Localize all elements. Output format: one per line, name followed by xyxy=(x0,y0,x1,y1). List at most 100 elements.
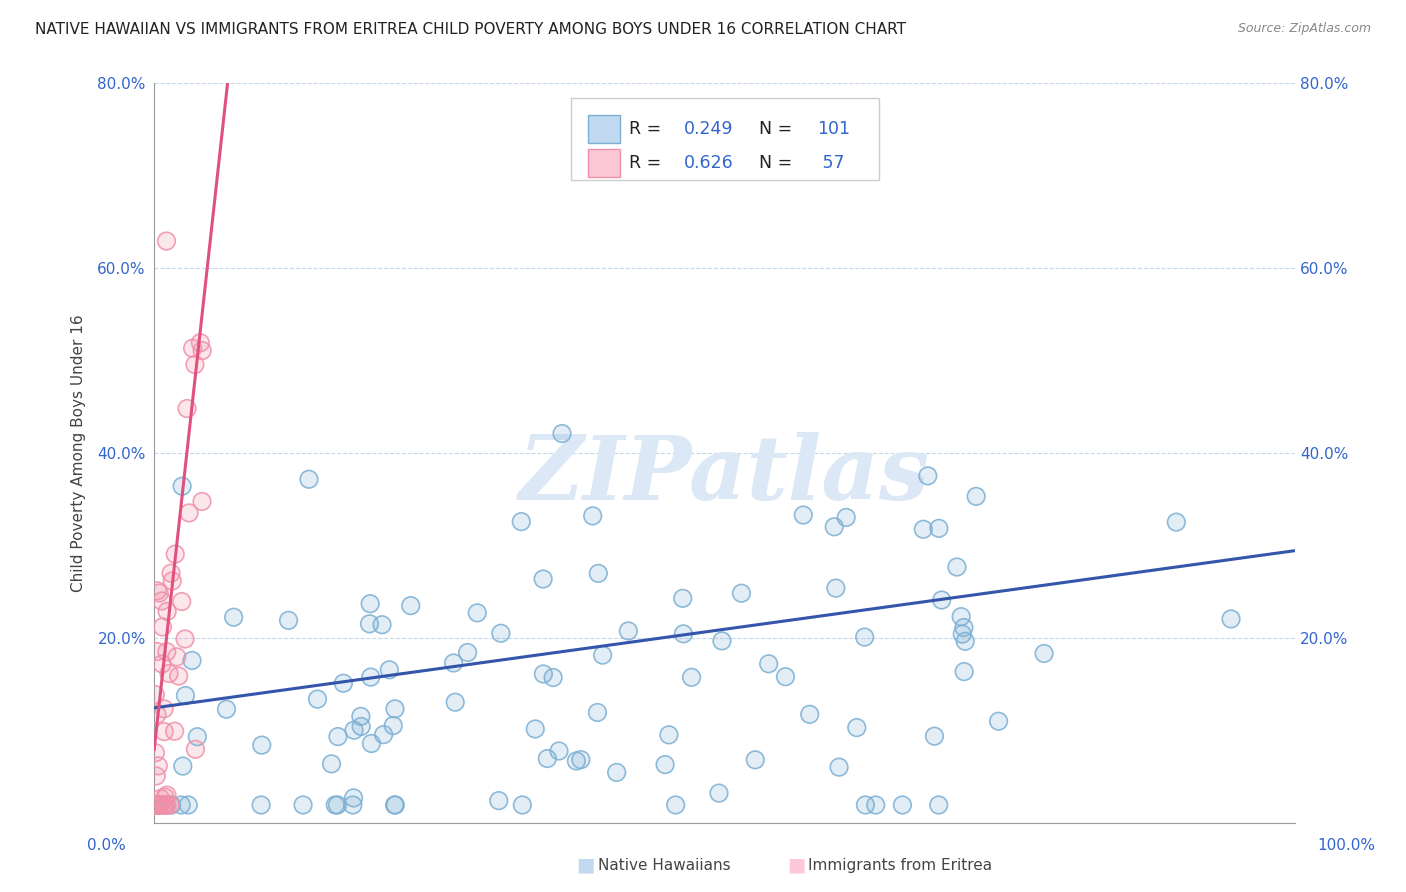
Point xyxy=(987,714,1010,729)
Point xyxy=(953,665,976,679)
Point xyxy=(307,692,329,706)
Point xyxy=(156,788,179,802)
Point xyxy=(342,797,364,812)
Point xyxy=(150,657,173,671)
Point xyxy=(792,508,814,522)
Point xyxy=(152,797,174,812)
Point xyxy=(665,797,688,812)
Point xyxy=(551,426,574,441)
Point xyxy=(188,335,211,350)
Point xyxy=(149,791,172,805)
Point xyxy=(551,426,574,441)
Point xyxy=(512,797,534,812)
Point xyxy=(146,707,169,722)
Point xyxy=(156,797,179,812)
Point xyxy=(321,756,343,771)
Point xyxy=(865,797,887,812)
Point xyxy=(457,645,479,659)
Point xyxy=(166,649,188,664)
Point xyxy=(170,594,193,608)
Point xyxy=(191,343,214,358)
Point xyxy=(160,797,183,812)
Point xyxy=(730,586,752,600)
Point xyxy=(159,797,181,812)
Point xyxy=(672,591,695,606)
Point xyxy=(928,521,950,535)
Text: R =: R = xyxy=(628,153,666,171)
Point xyxy=(855,797,877,812)
Point xyxy=(399,599,422,613)
Point xyxy=(828,760,851,774)
Point xyxy=(524,722,547,736)
Point xyxy=(298,472,321,486)
Point xyxy=(953,634,976,648)
Point xyxy=(156,797,179,812)
Point xyxy=(160,566,183,581)
Point xyxy=(153,790,176,805)
Point xyxy=(1220,612,1243,626)
Point xyxy=(146,707,169,722)
Point xyxy=(172,759,194,773)
FancyBboxPatch shape xyxy=(588,115,620,144)
Point xyxy=(160,574,183,588)
Point xyxy=(360,670,382,684)
Point xyxy=(488,794,510,808)
Point xyxy=(143,797,166,812)
Point xyxy=(326,730,349,744)
Point xyxy=(145,797,167,812)
Point xyxy=(1033,647,1056,661)
FancyBboxPatch shape xyxy=(588,149,620,178)
Point xyxy=(606,765,628,780)
Point xyxy=(153,702,176,716)
Point xyxy=(146,644,169,658)
Point xyxy=(350,719,373,733)
Point xyxy=(399,599,422,613)
Point xyxy=(465,606,488,620)
Point xyxy=(758,657,780,671)
Point xyxy=(174,632,197,646)
Point xyxy=(143,688,166,702)
Point xyxy=(148,759,170,773)
Point xyxy=(488,794,510,808)
Point xyxy=(343,723,366,738)
Point xyxy=(174,689,197,703)
Point xyxy=(186,730,208,744)
Point xyxy=(531,572,554,586)
Point xyxy=(166,649,188,664)
Point xyxy=(965,489,987,503)
Point xyxy=(167,669,190,683)
Text: ZIPatlas: ZIPatlas xyxy=(519,433,931,519)
Point xyxy=(148,797,170,812)
Point xyxy=(382,718,405,732)
Point xyxy=(457,645,479,659)
Point xyxy=(373,728,395,742)
Point xyxy=(928,797,950,812)
Point xyxy=(384,797,406,812)
Text: ■: ■ xyxy=(787,855,806,875)
Point xyxy=(176,401,198,416)
Point xyxy=(146,797,169,812)
Point xyxy=(146,583,169,598)
Point xyxy=(177,797,200,812)
Text: 57: 57 xyxy=(817,153,845,171)
Point xyxy=(191,494,214,508)
Point xyxy=(160,574,183,588)
Point xyxy=(775,670,797,684)
Point xyxy=(307,692,329,706)
Text: Source: ZipAtlas.com: Source: ZipAtlas.com xyxy=(1237,22,1371,36)
Point xyxy=(250,797,273,812)
Point xyxy=(444,695,467,709)
Point xyxy=(321,756,343,771)
Point xyxy=(707,786,730,800)
Point xyxy=(373,728,395,742)
Point xyxy=(146,583,169,598)
Point xyxy=(672,627,695,641)
Point xyxy=(924,729,946,743)
Point xyxy=(360,737,382,751)
Text: R =: R = xyxy=(628,120,666,137)
Point xyxy=(588,566,610,581)
Point xyxy=(145,797,167,812)
Point xyxy=(184,742,207,756)
Point xyxy=(148,586,170,600)
Point xyxy=(835,510,858,524)
